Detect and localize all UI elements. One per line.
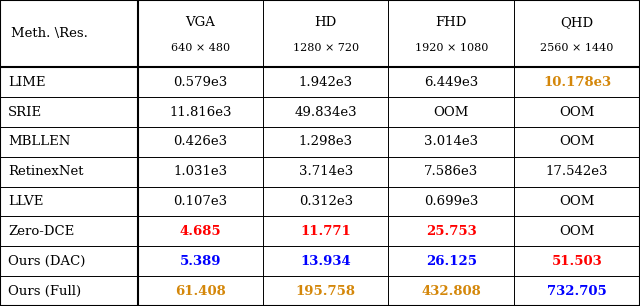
Text: 5.389: 5.389 [180, 255, 221, 268]
Text: 3.014e3: 3.014e3 [424, 136, 478, 148]
Text: 3.714e3: 3.714e3 [299, 165, 353, 178]
Text: OOM: OOM [559, 195, 595, 208]
Text: 7.586e3: 7.586e3 [424, 165, 478, 178]
Text: 26.125: 26.125 [426, 255, 477, 268]
Text: HD: HD [315, 16, 337, 29]
Text: 0.699e3: 0.699e3 [424, 195, 478, 208]
Text: OOM: OOM [433, 106, 469, 118]
Text: OOM: OOM [559, 106, 595, 118]
Text: 640 × 480: 640 × 480 [171, 43, 230, 54]
Text: RetinexNet: RetinexNet [8, 165, 84, 178]
Text: 2560 × 1440: 2560 × 1440 [540, 43, 614, 54]
Text: 1.942e3: 1.942e3 [299, 76, 353, 89]
Text: 1280 × 720: 1280 × 720 [292, 43, 359, 54]
Text: QHD: QHD [561, 16, 593, 29]
Text: 432.808: 432.808 [421, 285, 481, 297]
Text: Ours (DAC): Ours (DAC) [8, 255, 86, 268]
Text: 1.031e3: 1.031e3 [173, 165, 227, 178]
Text: OOM: OOM [559, 225, 595, 238]
Text: 25.753: 25.753 [426, 225, 477, 238]
Text: MBLLEN: MBLLEN [8, 136, 70, 148]
Text: 51.503: 51.503 [552, 255, 602, 268]
Text: 0.312e3: 0.312e3 [299, 195, 353, 208]
Text: LLVE: LLVE [8, 195, 44, 208]
Text: 11.816e3: 11.816e3 [169, 106, 232, 118]
Text: Zero-DCE: Zero-DCE [8, 225, 74, 238]
Text: 732.705: 732.705 [547, 285, 607, 297]
Text: 11.771: 11.771 [300, 225, 351, 238]
Text: 10.178e3: 10.178e3 [543, 76, 611, 89]
Text: 1.298e3: 1.298e3 [299, 136, 353, 148]
Text: 17.542e3: 17.542e3 [546, 165, 608, 178]
Text: 4.685: 4.685 [179, 225, 221, 238]
Text: LIME: LIME [8, 76, 45, 89]
Text: 6.449e3: 6.449e3 [424, 76, 478, 89]
Text: Ours (Full): Ours (Full) [8, 285, 81, 297]
Text: 0.426e3: 0.426e3 [173, 136, 227, 148]
Text: 1920 × 1080: 1920 × 1080 [415, 43, 488, 54]
Text: 0.107e3: 0.107e3 [173, 195, 227, 208]
Text: 13.934: 13.934 [300, 255, 351, 268]
Text: 0.579e3: 0.579e3 [173, 76, 227, 89]
Text: OOM: OOM [559, 136, 595, 148]
Text: 61.408: 61.408 [175, 285, 226, 297]
Text: FHD: FHD [435, 16, 467, 29]
Text: 49.834e3: 49.834e3 [294, 106, 357, 118]
Text: VGA: VGA [186, 16, 215, 29]
Text: Meth. \Res.: Meth. \Res. [11, 27, 88, 40]
Text: SRIE: SRIE [8, 106, 42, 118]
Text: 195.758: 195.758 [296, 285, 356, 297]
